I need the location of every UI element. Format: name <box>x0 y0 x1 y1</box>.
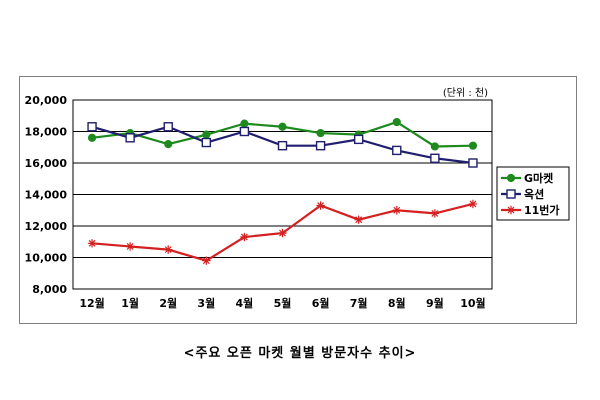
data-point <box>430 142 439 151</box>
y-tick-label: 18,000 <box>25 126 68 139</box>
data-point <box>240 119 249 128</box>
data-point <box>353 134 364 145</box>
x-tick-label: 1월 <box>121 296 139 310</box>
x-tick-label: 6월 <box>312 296 330 310</box>
x-tick-label: 7월 <box>350 296 368 310</box>
data-point <box>125 242 135 251</box>
data-point <box>164 245 173 254</box>
data-point <box>202 130 211 139</box>
line-chart: (단위 : 천) 8,000 10,000 12,000 14,000 16,000 18… <box>25 86 570 310</box>
data-point <box>163 122 173 132</box>
data-point <box>239 126 250 137</box>
data-point <box>87 133 97 142</box>
chart-caption: <주요 오픈 마켓 월별 방문자수 추이> <box>183 346 417 361</box>
y-tick-label: 20,000 <box>25 94 68 107</box>
data-point <box>277 140 288 151</box>
chart-frame <box>19 76 577 324</box>
y-tick-label: 10,000 <box>25 252 68 265</box>
x-tick-label: 8월 <box>388 296 406 310</box>
legend-label: 옥션 <box>524 188 544 201</box>
data-point <box>392 206 401 215</box>
data-point <box>392 145 402 156</box>
data-point <box>87 239 97 248</box>
unit-note: (단위 : 천) <box>443 86 488 99</box>
data-point <box>87 122 97 132</box>
x-tick-label: 2월 <box>159 296 177 310</box>
x-tick-label: 4월 <box>236 296 254 310</box>
data-point <box>125 133 135 143</box>
legend-label: 11번가 <box>524 203 560 217</box>
y-tick-label: 8,000 <box>32 283 67 296</box>
x-tick-label: 9월 <box>426 296 444 310</box>
x-tick-label: 12월 <box>79 296 104 310</box>
data-point <box>316 201 325 210</box>
data-point <box>354 215 363 224</box>
data-point <box>164 140 173 149</box>
data-point <box>392 117 401 127</box>
data-point <box>240 232 249 242</box>
x-tick-label: 5월 <box>274 296 292 310</box>
data-point <box>468 158 478 168</box>
data-point <box>278 122 287 131</box>
data-point <box>430 209 440 218</box>
data-point <box>202 256 211 265</box>
y-tick-label: 14,000 <box>25 189 68 202</box>
data-point <box>315 140 326 151</box>
data-point <box>316 128 325 138</box>
data-point <box>430 153 440 163</box>
x-tick-label: 3월 <box>197 296 215 310</box>
x-tick-label: 10월 <box>460 296 485 310</box>
y-tick-label: 16,000 <box>25 157 68 170</box>
legend-marker <box>506 189 516 199</box>
legend-marker <box>506 205 516 215</box>
data-point <box>468 141 478 150</box>
legend-label: G마켓 <box>524 171 553 185</box>
data-point <box>468 199 478 209</box>
data-point <box>201 137 212 148</box>
legend-marker <box>506 173 516 183</box>
data-point <box>278 228 287 238</box>
y-tick-label: 12,000 <box>25 220 68 233</box>
